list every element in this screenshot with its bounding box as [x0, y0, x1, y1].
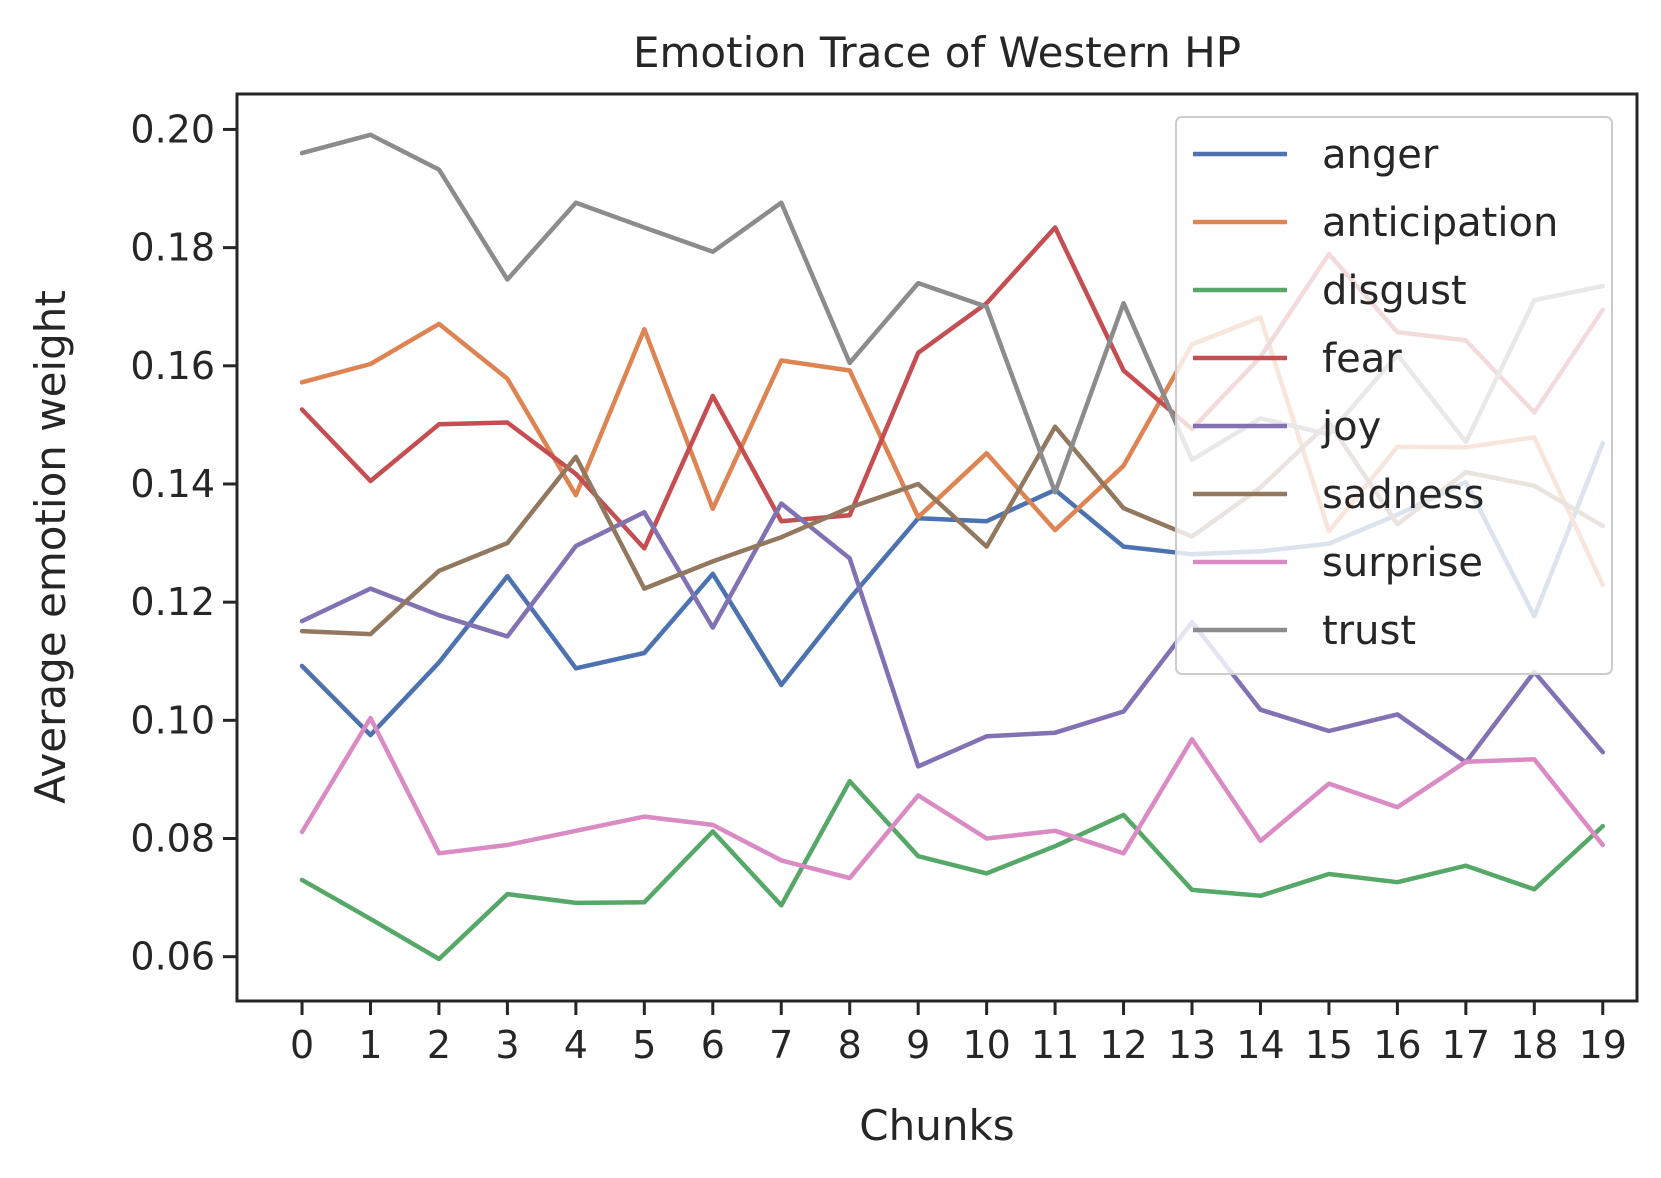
- y-axis-title: Average emotion weight: [26, 290, 75, 804]
- x-tick-label: 6: [701, 1023, 725, 1067]
- x-tick-label: 11: [1031, 1023, 1079, 1067]
- y-tick-label: 0.12: [130, 580, 215, 624]
- y-axis: 0.06 0.08 0.10 0.12 0.14 0.16 0.18 0.20: [130, 107, 237, 979]
- x-tick-label: 16: [1373, 1023, 1421, 1067]
- x-tick-label: 18: [1510, 1023, 1558, 1067]
- legend-label-disgust: disgust: [1322, 268, 1467, 314]
- y-tick-label: 0.10: [130, 698, 215, 742]
- x-tick-label: 2: [427, 1023, 451, 1067]
- x-axis-title: Chunks: [859, 1101, 1014, 1150]
- legend-label-fear: fear: [1322, 336, 1402, 382]
- x-tick-label: 14: [1236, 1023, 1284, 1067]
- y-tick-label: 0.20: [130, 107, 215, 151]
- x-tick-label: 12: [1099, 1023, 1147, 1067]
- x-tick-label: 19: [1579, 1023, 1627, 1067]
- y-tick-label: 0.16: [130, 344, 215, 388]
- plot-frame: [235, 92, 1639, 1003]
- y-tick-label: 0.14: [130, 462, 215, 506]
- legend-label-anger: anger: [1322, 132, 1439, 178]
- legend-label-sadness: sadness: [1322, 472, 1484, 518]
- legend-box: [1175, 116, 1613, 675]
- x-tick-label: 10: [962, 1023, 1010, 1067]
- series-line-joy: [299, 501, 1606, 769]
- x-tick-label: 0: [290, 1023, 314, 1067]
- x-tick-label: 9: [906, 1023, 930, 1067]
- chart-title: Emotion Trace of Western HP: [633, 28, 1241, 77]
- x-tick-label: 17: [1442, 1023, 1490, 1067]
- series-line-disgust: [299, 778, 1606, 962]
- legend: anger anticipation disgust fear joy sadness su…: [1175, 116, 1613, 675]
- legend-label-anticipation: anticipation: [1322, 200, 1558, 246]
- x-axis: 0 1 2 3 4 5 6 7 8 9 10 11 12 13 14 15 16 17 18 19: [290, 1001, 1627, 1067]
- x-tick-label: 3: [495, 1023, 519, 1067]
- x-tick-label: 4: [564, 1023, 588, 1067]
- x-tick-label: 1: [358, 1023, 382, 1067]
- x-tick-label: 7: [769, 1023, 793, 1067]
- y-tick-label: 0.18: [130, 226, 215, 270]
- x-tick-label: 8: [838, 1023, 862, 1067]
- x-tick-label: 13: [1168, 1023, 1216, 1067]
- legend-label-surprise: surprise: [1322, 540, 1483, 586]
- x-tick-label: 15: [1305, 1023, 1353, 1067]
- y-tick-label: 0.06: [130, 935, 215, 979]
- series-line-surprise: [299, 715, 1606, 881]
- y-tick-label: 0.08: [130, 817, 215, 861]
- legend-label-trust: trust: [1322, 608, 1416, 654]
- plot-series: [299, 132, 1606, 962]
- x-tick-label: 5: [632, 1023, 656, 1067]
- legend-label-joy: joy: [1321, 404, 1381, 450]
